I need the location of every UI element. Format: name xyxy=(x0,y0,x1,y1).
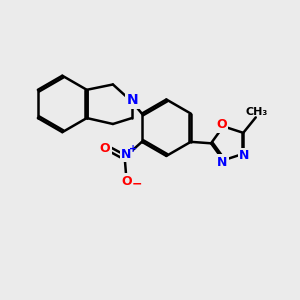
Text: O: O xyxy=(216,118,227,131)
Text: −: − xyxy=(131,178,142,190)
Text: N: N xyxy=(239,149,250,162)
Text: CH₃: CH₃ xyxy=(245,107,268,117)
Text: O: O xyxy=(100,142,110,154)
Text: +: + xyxy=(129,144,137,154)
Text: N: N xyxy=(127,93,138,107)
Text: N: N xyxy=(121,148,132,161)
Text: O: O xyxy=(122,175,132,188)
Text: N: N xyxy=(217,156,227,169)
